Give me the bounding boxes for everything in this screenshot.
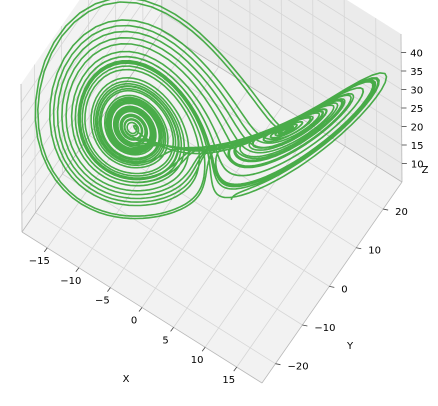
x-axis-title: X <box>123 374 130 385</box>
x-tick-label: 10 <box>191 355 204 366</box>
x-tick-label: −10 <box>60 276 81 287</box>
y-tick <box>356 247 362 250</box>
z-tick-label: 40 <box>410 49 423 60</box>
tick-marks <box>43 52 407 372</box>
trajectory-layer <box>34 0 388 220</box>
z-tick-label: 25 <box>411 104 424 115</box>
z-axis-title: Z <box>422 165 429 176</box>
z-tick-label: 20 <box>411 123 424 134</box>
y-tick <box>275 363 281 366</box>
x-tick <box>201 346 206 352</box>
y-axis-line <box>261 181 403 384</box>
y-tick-label: 20 <box>395 207 408 218</box>
grid-line-x <box>204 146 346 348</box>
z-tick-label: 35 <box>410 67 423 78</box>
grid-line-z <box>287 0 402 72</box>
grid-line-x <box>236 165 378 368</box>
z-tick-label: 30 <box>410 86 423 97</box>
x-tick-label: 5 <box>162 335 168 346</box>
x-tick <box>170 327 174 332</box>
y-tick-label: 0 <box>341 284 347 295</box>
grid-line-z <box>170 0 402 146</box>
grid-line-x <box>173 126 314 328</box>
x-tick-label: −15 <box>29 256 50 267</box>
y-tick <box>302 324 308 327</box>
x-tick-label: 0 <box>131 316 137 327</box>
x-tick <box>233 366 238 372</box>
x-tick <box>75 267 80 273</box>
grid-line-y <box>142 0 144 59</box>
y-tick <box>329 285 335 288</box>
y-tick-label: −20 <box>287 362 308 373</box>
grid-line-z <box>316 0 402 53</box>
grid-line-z <box>161 12 403 164</box>
y-tick-label: 10 <box>368 246 381 257</box>
grid-line-z <box>21 0 146 177</box>
y-tick-label: −10 <box>314 323 335 334</box>
grid-line-z <box>199 0 402 127</box>
pane-edge <box>161 30 403 183</box>
grid-line-x <box>141 106 283 308</box>
y-tick <box>383 208 389 211</box>
grid-line-y <box>35 212 276 365</box>
x-tick-label: −5 <box>95 296 110 307</box>
x-tick-label: 15 <box>222 375 235 386</box>
grid-line-x <box>78 66 220 268</box>
grid-line-z <box>258 0 402 90</box>
grid-line-x <box>217 0 220 67</box>
y-axis-title: Y <box>346 341 354 352</box>
grid-line-z <box>21 0 120 140</box>
tick-labels: −15 −10 −5 0 5 10 15 −20 −10 0 10 20 10 15 20 25 30 35 40 <box>29 49 424 387</box>
x-tick <box>138 307 143 312</box>
grid-line-x <box>110 86 251 288</box>
x-tick <box>43 247 48 253</box>
trajectory-line <box>34 0 388 220</box>
pane-edge <box>20 83 23 233</box>
z-tick-label: 15 <box>411 141 424 152</box>
x-tick <box>107 287 111 292</box>
grid-line-z <box>20 0 107 122</box>
z-tick-label: 10 <box>411 160 424 171</box>
